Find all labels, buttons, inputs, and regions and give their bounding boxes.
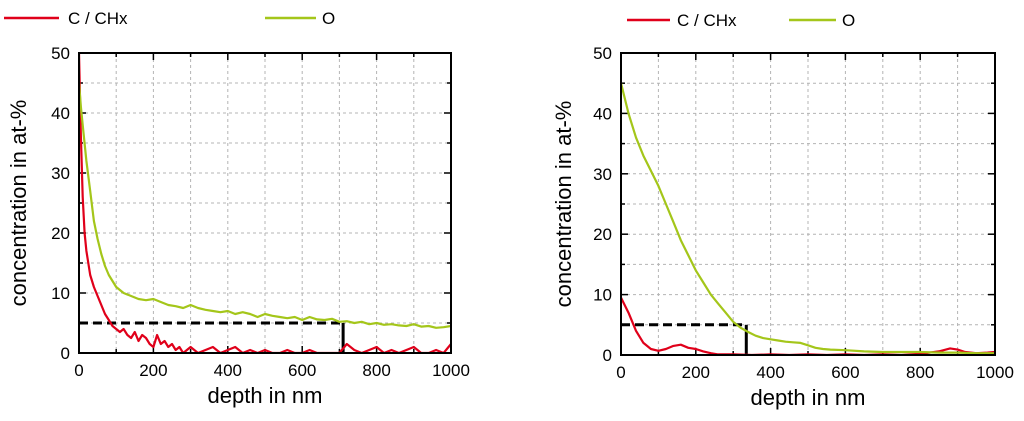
x-tick-label: 1000 (976, 363, 1014, 382)
legend-label: C / CHx (677, 11, 737, 30)
x-tick-label: 600 (288, 361, 316, 380)
x-tick-label: 400 (756, 363, 784, 382)
x-tick-label: 800 (906, 363, 934, 382)
y-tick-label: 40 (51, 104, 70, 123)
x-tick-label: 0 (616, 363, 625, 382)
right-chart: 0 200 400 600 800 1000 0 10 20 30 40 50 depth in nm c… (551, 11, 1014, 410)
legend-label: O (322, 9, 335, 28)
y-axis-label: concentration in at-% (6, 100, 31, 307)
y-tick-label: 30 (51, 164, 70, 183)
left-chart: 0 200 400 600 800 1000 0 10 20 30 40 50 depth in nm c… (4, 9, 470, 408)
legend-label: O (842, 11, 855, 30)
series-line-o (621, 82, 995, 355)
x-tick-label: 200 (139, 361, 167, 380)
y-tick-label: 0 (61, 344, 70, 363)
y-tick-label: 20 (51, 224, 70, 243)
x-tick-label: 800 (362, 361, 390, 380)
x-tick-label: 400 (214, 361, 242, 380)
x-tick-label: 600 (831, 363, 859, 382)
legend-label: C / CHx (68, 9, 128, 28)
y-tick-label: 50 (51, 44, 70, 63)
y-tick-label: 30 (593, 165, 612, 184)
y-tick-label: 10 (51, 284, 70, 303)
x-tick-label: 0 (74, 361, 83, 380)
x-tick-label: 200 (682, 363, 710, 382)
y-tick-label: 40 (593, 104, 612, 123)
y-tick-label: 0 (603, 346, 612, 365)
x-tick-label: 1000 (432, 361, 470, 380)
y-tick-label: 10 (593, 286, 612, 305)
y-tick-label: 50 (593, 44, 612, 63)
x-axis-label: depth in nm (208, 383, 323, 408)
y-tick-label: 20 (593, 225, 612, 244)
series-line-o (79, 82, 451, 329)
plot-frame (620, 52, 996, 356)
plot-frame (78, 52, 452, 354)
x-axis-label: depth in nm (751, 385, 866, 410)
series-line-c-chx (79, 52, 451, 353)
y-axis-label: concentration in at-% (551, 101, 576, 308)
